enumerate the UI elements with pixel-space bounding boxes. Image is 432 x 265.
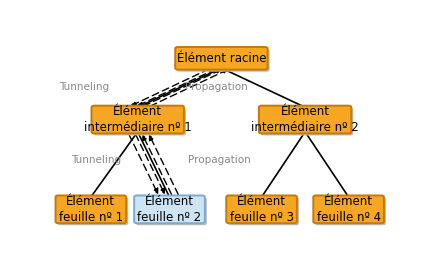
FancyBboxPatch shape bbox=[175, 47, 267, 70]
FancyBboxPatch shape bbox=[313, 196, 384, 223]
FancyBboxPatch shape bbox=[315, 197, 386, 225]
FancyBboxPatch shape bbox=[136, 197, 207, 225]
Text: Élément
intermédiaire nº 2: Élément intermédiaire nº 2 bbox=[251, 105, 359, 134]
FancyBboxPatch shape bbox=[55, 196, 126, 223]
Text: Tunneling: Tunneling bbox=[59, 82, 109, 92]
Text: Élément
feuille nº 4: Élément feuille nº 4 bbox=[317, 195, 381, 224]
Text: Élément
intermédiaire nº 1: Élément intermédiaire nº 1 bbox=[84, 105, 191, 134]
FancyBboxPatch shape bbox=[134, 196, 205, 223]
Text: Propagation: Propagation bbox=[188, 155, 251, 165]
FancyBboxPatch shape bbox=[228, 197, 299, 225]
FancyBboxPatch shape bbox=[261, 108, 353, 135]
Text: Élément
feuille nº 3: Élément feuille nº 3 bbox=[229, 195, 294, 224]
FancyBboxPatch shape bbox=[177, 49, 270, 72]
FancyBboxPatch shape bbox=[92, 106, 184, 133]
Text: Élément
feuille nº 1: Élément feuille nº 1 bbox=[59, 195, 123, 224]
Text: Élément
feuille nº 2: Élément feuille nº 2 bbox=[137, 195, 202, 224]
Text: Élément racine: Élément racine bbox=[177, 52, 266, 65]
FancyBboxPatch shape bbox=[226, 196, 297, 223]
FancyBboxPatch shape bbox=[93, 108, 186, 135]
FancyBboxPatch shape bbox=[259, 106, 351, 133]
Text: Tunneling: Tunneling bbox=[71, 155, 121, 165]
FancyBboxPatch shape bbox=[57, 197, 128, 225]
Text: Propagation: Propagation bbox=[184, 82, 248, 92]
